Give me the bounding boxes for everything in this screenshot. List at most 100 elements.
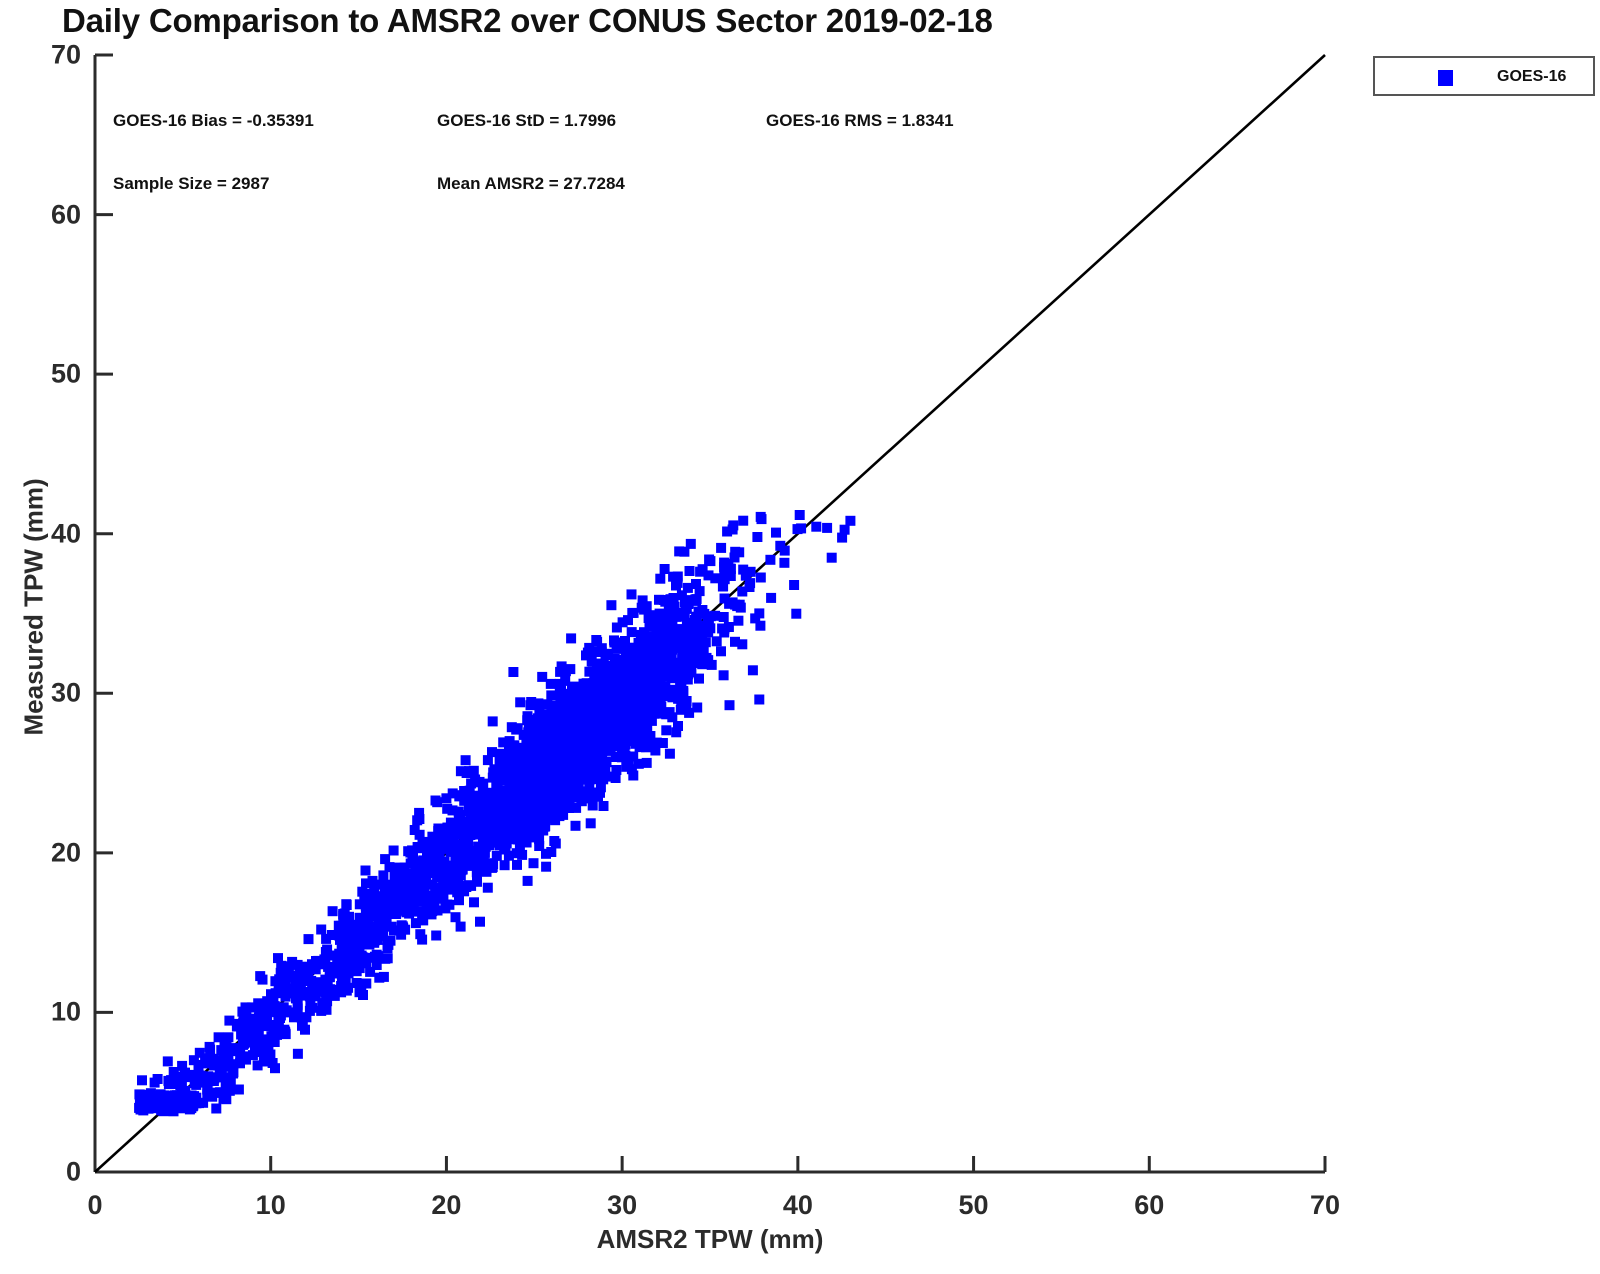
scatter-point bbox=[283, 988, 294, 999]
scatter-point bbox=[558, 772, 569, 783]
scatter-point bbox=[582, 721, 593, 732]
scatter-point bbox=[635, 677, 646, 688]
scatter-point bbox=[696, 634, 707, 645]
scatter-point bbox=[482, 795, 493, 806]
scatter-point bbox=[501, 804, 512, 814]
scatter-point bbox=[581, 650, 591, 661]
scatter-point bbox=[672, 577, 683, 588]
scatter-point bbox=[617, 617, 628, 628]
scatter-point bbox=[238, 1012, 249, 1023]
scatter-point bbox=[628, 770, 639, 781]
scatter-point bbox=[673, 608, 684, 618]
scatter-point bbox=[626, 589, 637, 600]
scatter-point bbox=[680, 598, 691, 609]
scatter-point bbox=[336, 987, 347, 998]
scatter-point bbox=[619, 680, 630, 691]
scatter-point bbox=[397, 869, 408, 880]
scatter-point bbox=[668, 571, 679, 582]
scatter-point bbox=[721, 558, 732, 569]
scatter-point bbox=[472, 802, 483, 813]
scatter-point bbox=[837, 532, 848, 543]
scatter-point bbox=[423, 844, 434, 855]
scatter-point bbox=[576, 736, 587, 747]
scatter-point bbox=[703, 625, 714, 636]
scatter-point bbox=[534, 807, 545, 818]
legend[interactable]: GOES-16 bbox=[1373, 56, 1595, 96]
scatter-point bbox=[628, 644, 639, 655]
scatter-point bbox=[340, 967, 351, 978]
scatter-point bbox=[362, 952, 373, 963]
scatter-point bbox=[609, 653, 620, 664]
scatter-point bbox=[653, 650, 664, 661]
scatter-point bbox=[316, 1005, 327, 1016]
scatter-point bbox=[562, 729, 573, 740]
scatter-point bbox=[752, 532, 763, 542]
scatter-point bbox=[168, 1105, 179, 1116]
scatter-point bbox=[576, 793, 587, 804]
scatter-point bbox=[297, 1016, 308, 1027]
scatter-point bbox=[718, 670, 729, 681]
scatter-point bbox=[512, 807, 522, 817]
scatter-point bbox=[584, 778, 595, 789]
scatter-point bbox=[499, 860, 510, 871]
scatter-point bbox=[380, 854, 391, 865]
scatter-point bbox=[634, 718, 645, 729]
scatter-point bbox=[597, 739, 608, 750]
scatter-point bbox=[625, 677, 636, 687]
scatter-point bbox=[687, 637, 698, 648]
scatter-point bbox=[730, 636, 740, 647]
scatter-point bbox=[534, 731, 545, 742]
scatter-point bbox=[460, 755, 471, 766]
scatter-point bbox=[567, 762, 578, 773]
scatter-point bbox=[158, 1106, 169, 1117]
scatter-point bbox=[527, 784, 538, 795]
scatter-point bbox=[219, 1055, 230, 1066]
scatter-point bbox=[664, 707, 675, 718]
scatter-point bbox=[324, 967, 335, 978]
scatter-point bbox=[694, 673, 704, 684]
scatter-point bbox=[592, 669, 603, 680]
scatter-point bbox=[341, 940, 352, 951]
scatter-point bbox=[571, 691, 582, 701]
annotation-rms: GOES-16 RMS = 1.8341 bbox=[766, 111, 954, 130]
scatter-point bbox=[448, 838, 459, 849]
scatter-point bbox=[515, 827, 526, 838]
scatter-point bbox=[737, 639, 748, 650]
scatter-point bbox=[528, 858, 539, 869]
scatter-point bbox=[667, 598, 678, 609]
scatter-point bbox=[354, 935, 365, 946]
scatter-point bbox=[845, 515, 856, 526]
scatter-point bbox=[737, 586, 748, 597]
scatter-point bbox=[667, 668, 678, 679]
scatter-point bbox=[296, 990, 307, 1001]
scatter-point bbox=[392, 895, 402, 906]
scatter-point bbox=[556, 792, 567, 803]
scatter-point bbox=[668, 593, 679, 603]
scatter-point bbox=[545, 786, 556, 797]
scatter-point bbox=[719, 565, 730, 576]
scatter-point bbox=[612, 713, 623, 724]
scatter-point bbox=[541, 848, 551, 859]
scatter-point bbox=[618, 701, 629, 712]
scatter-point bbox=[509, 740, 520, 751]
scatter-point bbox=[548, 719, 559, 730]
scatter-point bbox=[429, 900, 440, 911]
scatter-point bbox=[228, 1067, 239, 1078]
scatter-point bbox=[528, 794, 539, 805]
scatter-point bbox=[595, 782, 606, 793]
scatter-point bbox=[378, 870, 389, 881]
scatter-point bbox=[320, 974, 331, 985]
scatter-point bbox=[430, 886, 441, 897]
scatter-point bbox=[274, 983, 284, 994]
scatter-point bbox=[668, 684, 679, 695]
scatter-point bbox=[354, 946, 365, 957]
scatter-point bbox=[289, 985, 300, 996]
scatter-point bbox=[370, 910, 381, 921]
scatter-point bbox=[685, 538, 696, 549]
scatter-point bbox=[511, 818, 522, 829]
scatter-point bbox=[457, 817, 468, 827]
scatter-point bbox=[378, 971, 389, 982]
scatter-point bbox=[422, 860, 433, 871]
scatter-point bbox=[583, 715, 594, 726]
scatter-point bbox=[660, 596, 671, 607]
